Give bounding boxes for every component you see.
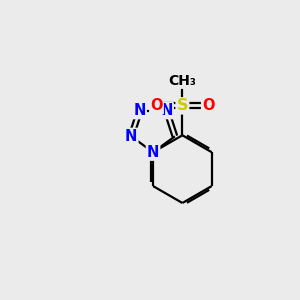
Text: N: N — [134, 103, 146, 118]
Text: N: N — [125, 129, 137, 144]
Text: CH₃: CH₃ — [169, 74, 196, 88]
Text: N: N — [147, 145, 159, 160]
Text: S: S — [177, 98, 188, 113]
Text: O: O — [202, 98, 214, 113]
Text: O: O — [150, 98, 163, 113]
Text: N: N — [160, 103, 173, 118]
